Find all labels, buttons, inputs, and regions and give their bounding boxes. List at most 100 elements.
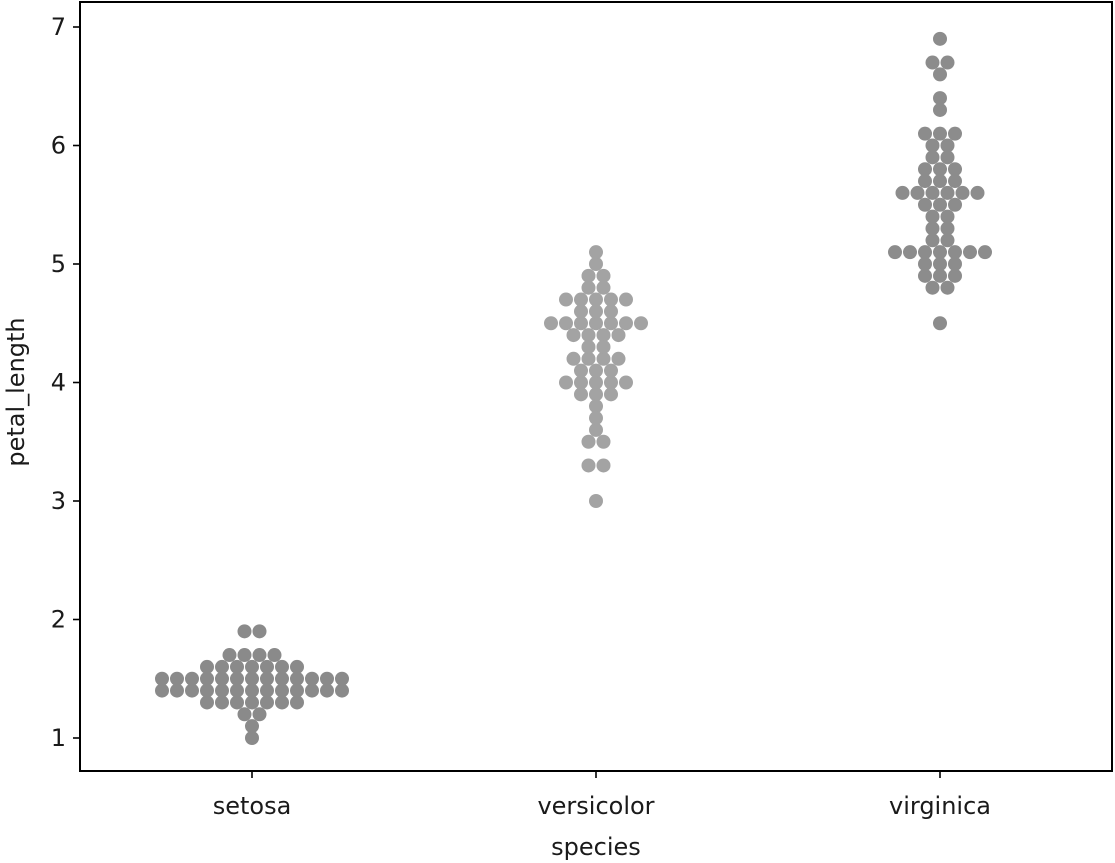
data-point-versicolor (604, 304, 618, 319)
data-point-setosa (155, 671, 169, 686)
x-axis: setosa versicolor virginica (213, 771, 991, 820)
data-point-versicolor (574, 375, 588, 390)
data-point-versicolor (596, 328, 611, 343)
data-point-setosa (185, 683, 199, 698)
data-point-virginica (948, 162, 962, 177)
data-point-setosa (200, 659, 214, 674)
data-point-setosa (290, 695, 304, 710)
data-point-versicolor (589, 411, 603, 426)
x-tick-label-setosa: setosa (213, 792, 292, 820)
data-point-setosa (215, 695, 229, 710)
data-point-setosa (260, 671, 274, 686)
data-point-versicolor (589, 375, 603, 390)
x-tick-label-versicolor: versicolor (537, 792, 654, 820)
data-point-versicolor (589, 387, 603, 402)
data-point-virginica (933, 126, 947, 141)
data-point-setosa (245, 695, 259, 710)
data-point-versicolor (574, 304, 588, 319)
data-point-setosa (215, 683, 229, 698)
data-point-virginica (933, 31, 947, 46)
data-point-setosa (252, 648, 267, 663)
data-point-setosa (252, 707, 267, 722)
data-point-virginica (925, 150, 940, 165)
data-point-virginica (903, 245, 917, 260)
y-tick-label: 5 (51, 250, 66, 278)
data-point-setosa (335, 671, 349, 686)
data-point-virginica (925, 209, 940, 224)
data-point-setosa (260, 683, 274, 698)
data-point-virginica (940, 280, 955, 295)
y-axis: 1 2 3 4 5 6 7 (51, 13, 80, 752)
data-point-virginica (910, 185, 925, 200)
data-point-versicolor (604, 387, 618, 402)
data-point-setosa (290, 683, 304, 698)
data-point-setosa (305, 671, 319, 686)
data-point-virginica (918, 197, 932, 212)
data-point-setosa (230, 671, 244, 686)
y-axis-label: petal_length (2, 317, 30, 466)
data-point-versicolor (589, 422, 603, 437)
data-point-versicolor (566, 328, 581, 343)
data-point-setosa (305, 683, 319, 698)
data-point-setosa (335, 683, 349, 698)
y-tick-label: 2 (51, 606, 66, 634)
data-point-setosa (200, 695, 214, 710)
data-point-setosa (230, 659, 244, 674)
data-point-setosa (215, 659, 229, 674)
data-point-virginica (948, 257, 962, 271)
data-point-setosa (222, 648, 237, 663)
data-point-virginica (918, 268, 932, 283)
data-point-virginica (925, 233, 940, 248)
y-tick-label: 6 (51, 132, 66, 160)
data-point-versicolor (581, 280, 596, 295)
data-point-versicolor (559, 375, 573, 390)
data-point-versicolor (596, 351, 611, 366)
data-point-virginica (933, 67, 947, 82)
data-point-versicolor (581, 339, 596, 354)
data-point-versicolor (559, 316, 573, 331)
data-point-versicolor (589, 399, 603, 414)
data-point-virginica (933, 197, 947, 212)
data-point-setosa (275, 695, 289, 710)
data-point-virginica (933, 268, 947, 283)
data-point-virginica (978, 245, 992, 260)
data-point-setosa (260, 695, 274, 710)
data-point-setosa (260, 659, 274, 674)
data-point-setosa (275, 671, 289, 686)
data-point-virginica (933, 174, 947, 189)
data-point-virginica (963, 245, 977, 260)
data-point-versicolor (634, 316, 648, 331)
data-point-virginica (948, 174, 962, 189)
data-point-versicolor (589, 304, 603, 319)
data-point-virginica (925, 55, 940, 70)
data-point-setosa (320, 671, 334, 686)
data-point-setosa (237, 624, 252, 639)
data-point-setosa (290, 671, 304, 686)
data-point-virginica (933, 245, 947, 260)
data-point-versicolor (559, 292, 573, 307)
points-layer (155, 31, 992, 745)
data-point-versicolor (581, 351, 596, 366)
data-point-setosa (267, 648, 282, 663)
data-point-setosa (245, 671, 259, 686)
data-point-versicolor (604, 363, 618, 378)
data-point-setosa (320, 683, 334, 698)
data-point-versicolor (596, 458, 611, 473)
data-point-virginica (918, 174, 932, 189)
data-point-setosa (237, 648, 252, 663)
data-point-versicolor (619, 375, 633, 390)
data-point-versicolor (604, 316, 618, 331)
data-point-versicolor (596, 434, 611, 449)
data-point-versicolor (589, 292, 603, 307)
data-point-setosa (200, 683, 214, 698)
data-point-versicolor (596, 339, 611, 354)
data-point-virginica (933, 162, 947, 177)
data-point-virginica (933, 102, 947, 117)
data-point-setosa (230, 695, 244, 710)
data-point-virginica (933, 257, 947, 271)
data-point-virginica (955, 185, 970, 200)
data-point-versicolor (611, 328, 626, 343)
data-point-setosa (245, 731, 259, 745)
data-point-versicolor (619, 292, 633, 307)
